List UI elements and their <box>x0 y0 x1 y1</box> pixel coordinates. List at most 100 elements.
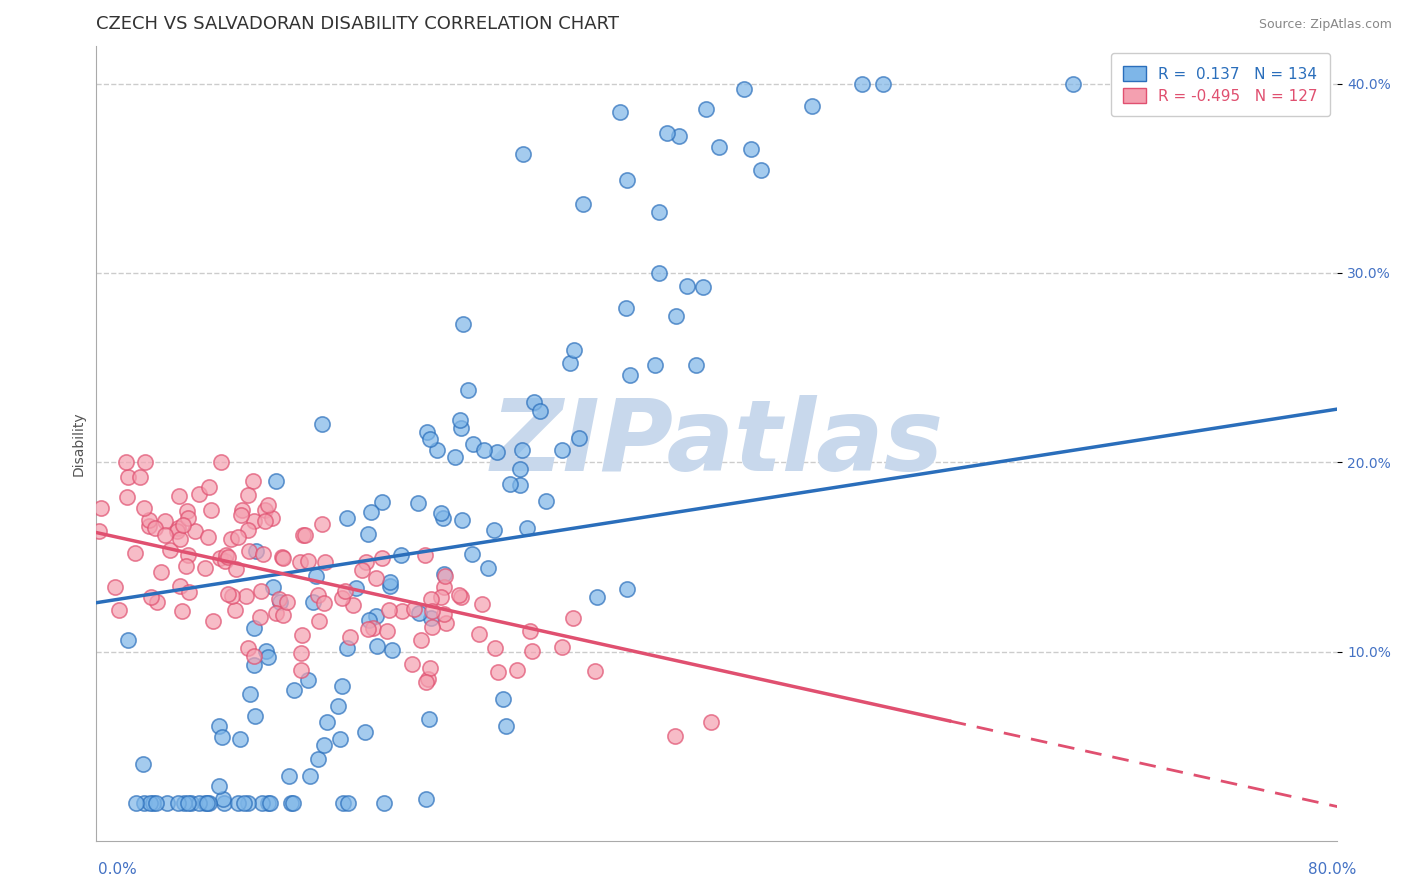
Salvadorans <box>225 562 247 576</box>
Czechs <box>676 279 699 293</box>
Salvadorans <box>470 597 492 611</box>
Czechs <box>408 606 430 620</box>
Salvadorans <box>404 602 426 616</box>
Salvadorans <box>224 603 246 617</box>
Czechs <box>337 797 360 811</box>
Czechs <box>619 368 641 382</box>
Czechs <box>749 162 772 177</box>
Salvadorans <box>117 490 139 504</box>
Salvadorans <box>115 455 138 469</box>
Salvadorans <box>330 591 353 605</box>
Czechs <box>315 714 337 729</box>
Text: 0.0%: 0.0% <box>98 863 138 877</box>
Czechs <box>232 797 254 811</box>
Czechs <box>616 301 638 315</box>
Salvadorans <box>229 508 252 522</box>
Czechs <box>1062 77 1084 91</box>
Czechs <box>357 613 380 627</box>
Czechs <box>648 266 671 280</box>
Salvadorans <box>169 579 191 593</box>
Salvadorans <box>143 520 166 534</box>
Czechs <box>509 462 531 476</box>
Salvadorans <box>117 470 139 484</box>
Czechs <box>450 513 472 527</box>
Czechs <box>243 658 266 673</box>
Salvadorans <box>167 521 190 535</box>
Salvadorans <box>134 455 156 469</box>
Czechs <box>269 595 291 609</box>
Czechs <box>301 595 323 609</box>
Czechs <box>433 566 456 581</box>
Czechs <box>492 692 515 706</box>
Czechs <box>366 608 388 623</box>
Czechs <box>665 310 688 324</box>
Salvadorans <box>104 580 127 594</box>
Czechs <box>872 77 894 91</box>
Salvadorans <box>209 551 232 566</box>
Czechs <box>187 797 209 811</box>
Salvadorans <box>409 632 432 647</box>
Czechs <box>180 797 202 811</box>
Salvadorans <box>173 517 195 532</box>
Salvadorans <box>434 615 457 630</box>
Text: 80.0%: 80.0% <box>1309 863 1357 877</box>
Text: Source: ZipAtlas.com: Source: ZipAtlas.com <box>1258 18 1392 31</box>
Czechs <box>357 526 380 541</box>
Czechs <box>254 644 277 658</box>
Czechs <box>463 437 485 451</box>
Salvadorans <box>172 603 194 617</box>
Czechs <box>236 797 259 811</box>
Czechs <box>198 797 221 811</box>
Salvadorans <box>200 503 222 517</box>
Czechs <box>378 574 401 589</box>
Czechs <box>257 649 280 664</box>
Salvadorans <box>250 583 273 598</box>
Salvadorans <box>138 513 160 527</box>
Czechs <box>648 205 671 219</box>
Salvadorans <box>243 649 266 664</box>
Salvadorans <box>231 503 253 517</box>
Salvadorans <box>364 571 387 585</box>
Czechs <box>138 797 160 811</box>
Czechs <box>239 687 262 701</box>
Czechs <box>430 506 453 520</box>
Salvadorans <box>194 561 217 575</box>
Czechs <box>145 797 167 811</box>
Salvadorans <box>291 628 314 642</box>
Czechs <box>373 797 395 811</box>
Czechs <box>485 445 508 459</box>
Salvadorans <box>434 568 457 582</box>
Salvadorans <box>252 547 274 561</box>
Salvadorans <box>420 620 443 634</box>
Czechs <box>242 621 264 635</box>
Text: ZIPatlas: ZIPatlas <box>491 395 943 492</box>
Salvadorans <box>551 640 574 654</box>
Czechs <box>451 317 474 331</box>
Czechs <box>495 718 517 732</box>
Salvadorans <box>236 523 259 537</box>
Salvadorans <box>107 603 129 617</box>
Czechs <box>208 719 231 733</box>
Czechs <box>644 359 666 373</box>
Czechs <box>245 709 267 723</box>
Czechs <box>281 797 304 811</box>
Salvadorans <box>419 592 441 607</box>
Czechs <box>416 425 439 439</box>
Salvadorans <box>90 501 112 516</box>
Czechs <box>177 797 200 811</box>
Salvadorans <box>506 663 529 677</box>
Salvadorans <box>198 480 221 494</box>
Salvadorans <box>159 543 181 558</box>
Czechs <box>344 581 367 595</box>
Czechs <box>692 280 714 294</box>
Salvadorans <box>150 566 173 580</box>
Czechs <box>354 725 377 739</box>
Salvadorans <box>217 587 239 601</box>
Czechs <box>245 544 267 558</box>
Czechs <box>472 442 495 457</box>
Czechs <box>800 99 823 113</box>
Salvadorans <box>308 614 330 628</box>
Czechs <box>328 732 350 747</box>
Czechs <box>117 633 139 648</box>
Salvadorans <box>238 488 260 502</box>
